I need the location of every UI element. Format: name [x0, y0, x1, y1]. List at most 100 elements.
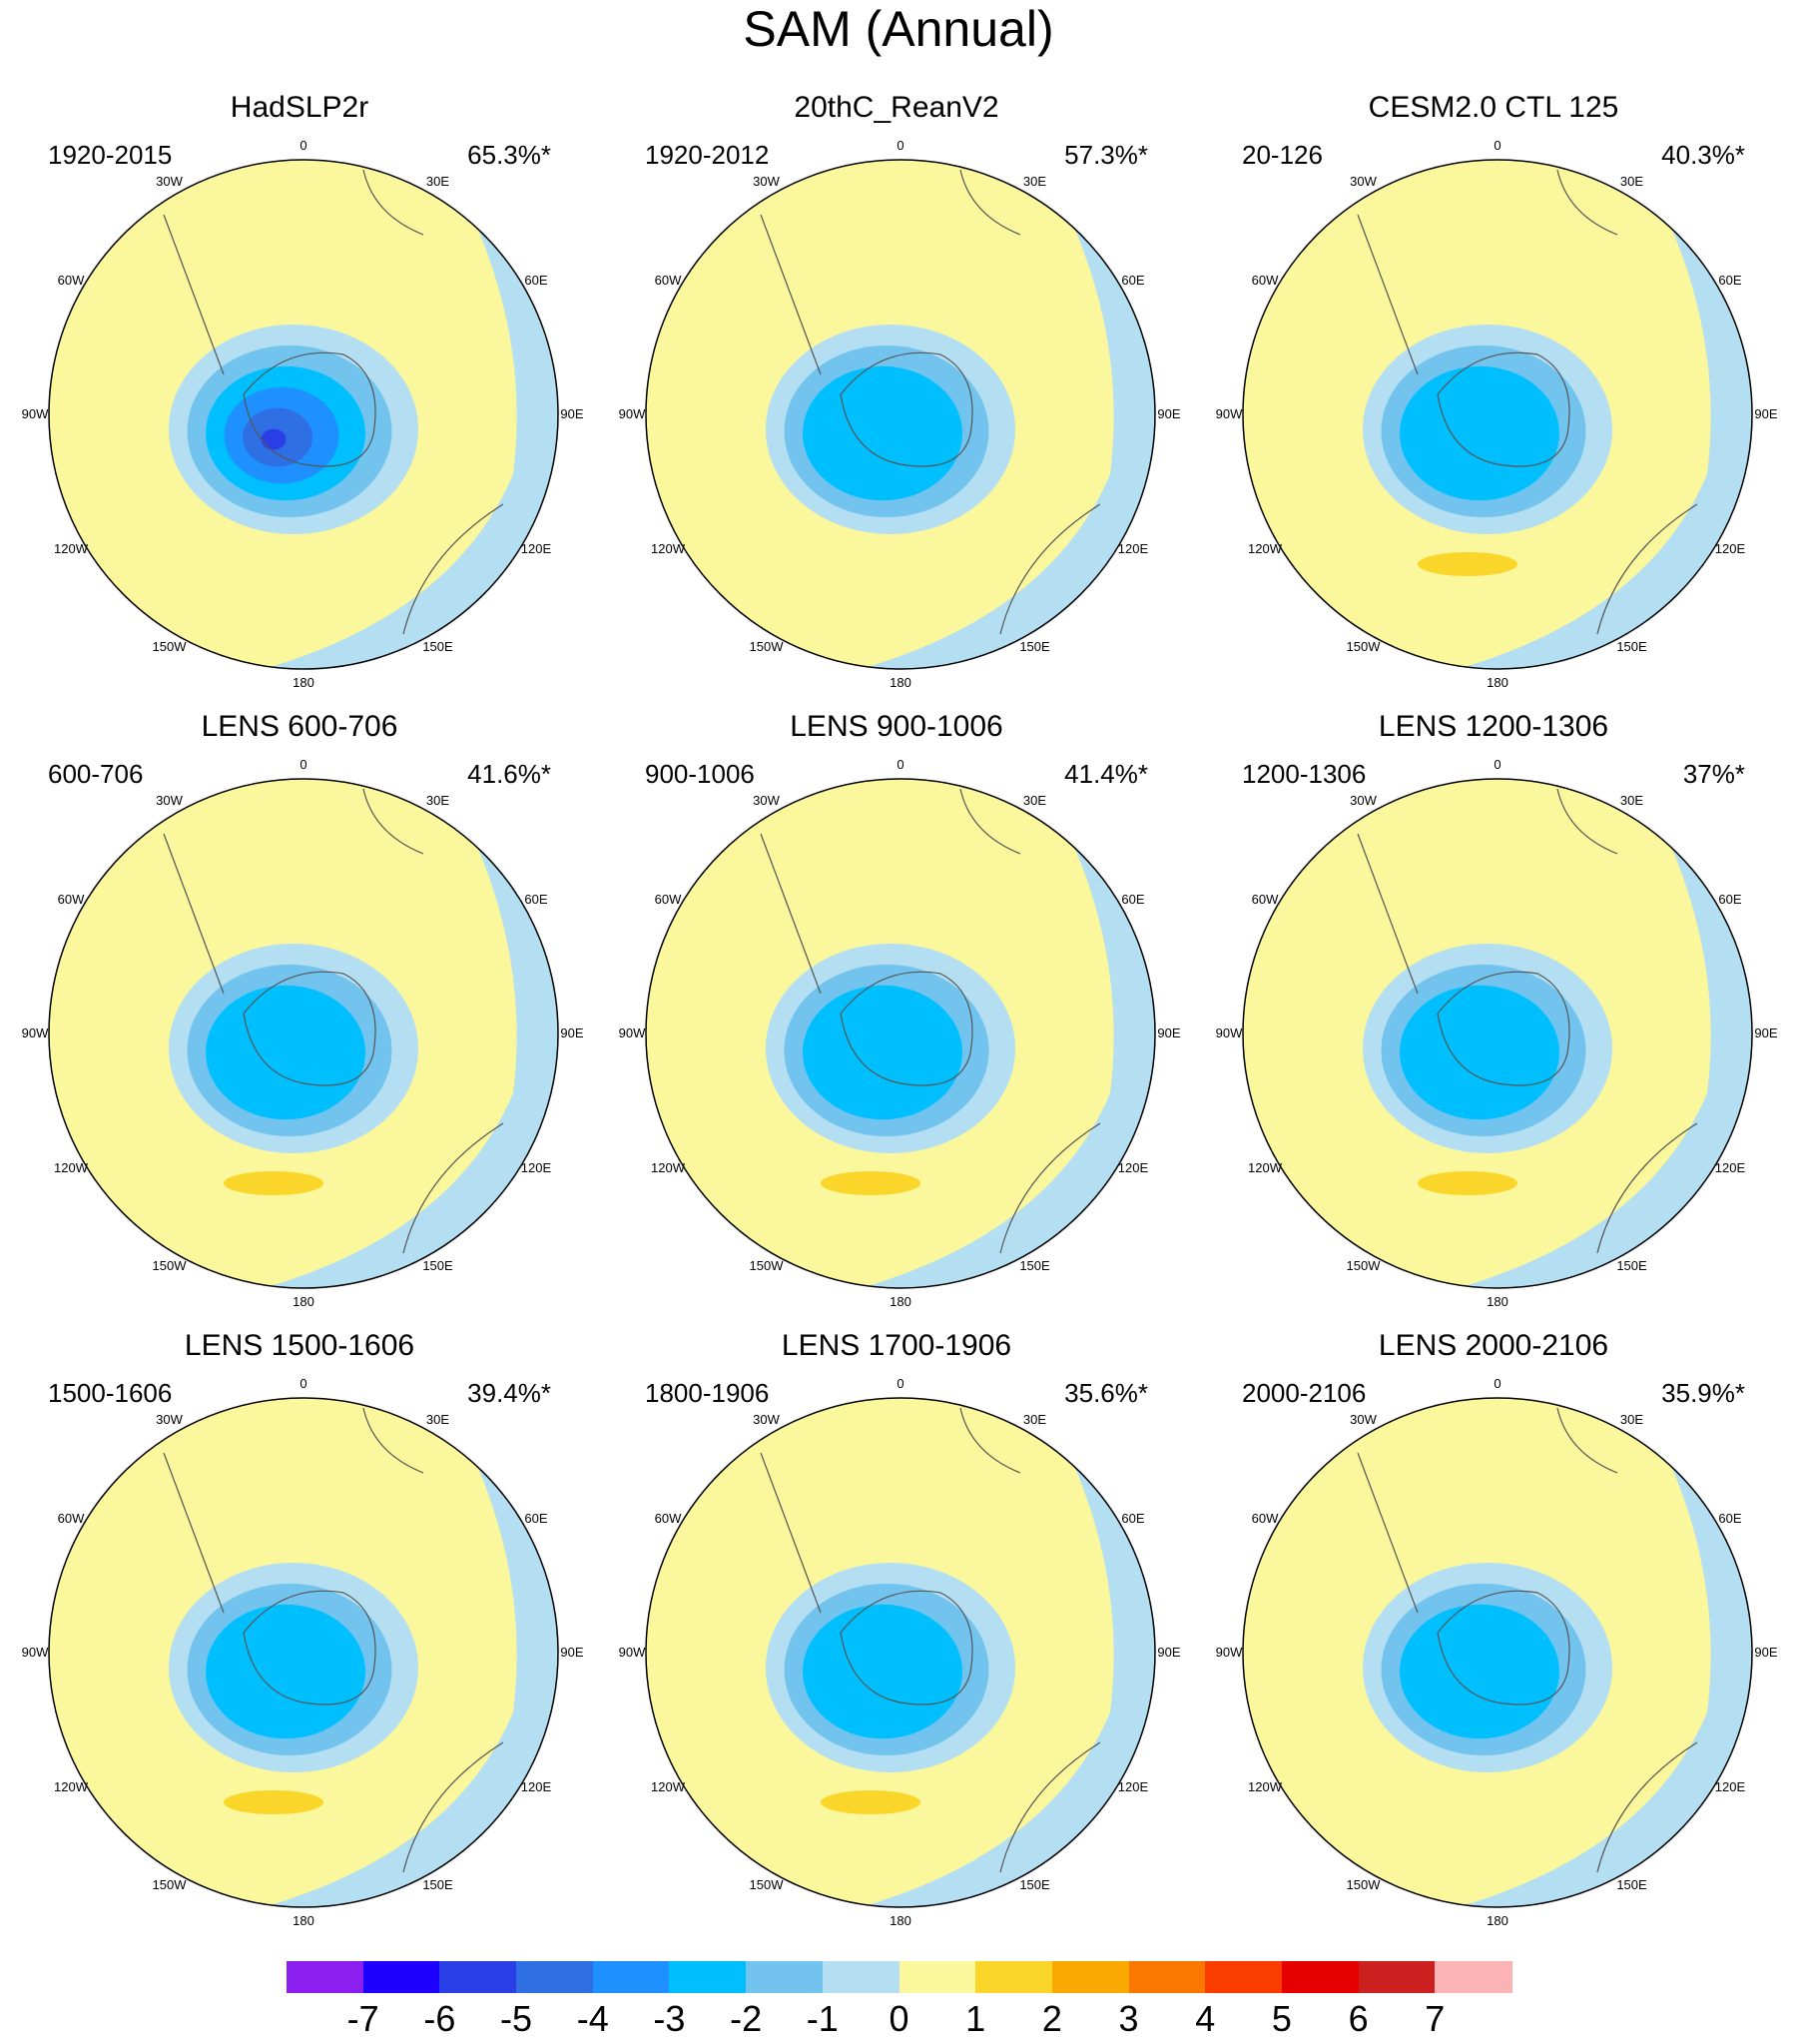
- colorbar-tick-label: -4: [576, 1998, 609, 2039]
- period-label: 1200-1306: [1242, 759, 1367, 789]
- colorbar-swatch: [1358, 1961, 1436, 1993]
- longitude-label: 120W: [1248, 1159, 1283, 1175]
- africa-outline: [1556, 788, 1618, 855]
- variance-label: 35.9%*: [1661, 1378, 1745, 1408]
- longitude-label: 90W: [1215, 406, 1243, 421]
- panel-title: LENS 1700-1906: [781, 1329, 1012, 1362]
- longitude-label: 90W: [1215, 1025, 1243, 1040]
- variance-label: 37%*: [1682, 759, 1745, 789]
- longitude-label: 30E: [1022, 174, 1047, 190]
- longitude-label: 180: [890, 1294, 911, 1309]
- panel-title: LENS 600-706: [201, 710, 398, 743]
- colorbar-tick-label: 1: [965, 1998, 986, 2039]
- polar-map: [1242, 159, 1753, 670]
- south-america-outline: [163, 833, 225, 995]
- longitude-label: 0: [300, 138, 307, 153]
- colorbar-swatch: [1435, 1961, 1512, 1993]
- polar-map: [48, 1397, 559, 1908]
- map-panel: HadSLP2r 1920-2015 65.3%* 0 30E 60E 90E 120E 150…: [0, 90, 599, 709]
- longitude-label: 150E: [1616, 1257, 1647, 1273]
- map-panel: LENS 2000-2106 2000-2106 35.9%* 0 30E 60E 90E 1…: [1194, 1328, 1793, 1947]
- longitude-label: 0: [897, 1376, 904, 1391]
- polar-map: [645, 1397, 1156, 1908]
- longitude-label: 90W: [618, 1645, 646, 1660]
- longitude-label: 30E: [425, 174, 450, 190]
- negative-contour: [1400, 985, 1559, 1120]
- positive-contour: [1418, 1171, 1517, 1195]
- variance-label: 57.3%*: [1064, 140, 1148, 170]
- longitude-label: 120E: [1117, 540, 1149, 556]
- map-border: [645, 159, 1156, 670]
- variance-label: 65.3%*: [467, 140, 551, 170]
- period-label: 1920-2015: [48, 140, 173, 170]
- longitude-label: 90E: [1157, 1025, 1181, 1040]
- longitude-label: 30E: [1022, 1412, 1047, 1428]
- longitude-label: 90E: [560, 406, 584, 421]
- longitude-label: 150E: [1019, 638, 1050, 654]
- south-america-outline: [760, 1452, 822, 1614]
- colorbar-swatch: [746, 1961, 824, 1993]
- longitude-label: 90W: [21, 1645, 49, 1660]
- longitude-label: 150E: [1616, 638, 1647, 654]
- longitude-label: 120E: [1714, 1159, 1746, 1175]
- panel-title: 20thC_ReanV2: [794, 91, 999, 124]
- longitude-label: 30E: [1619, 793, 1644, 809]
- africa-outline: [959, 1407, 1021, 1474]
- longitude-label: 120E: [1714, 540, 1746, 556]
- longitude-label: 60W: [57, 891, 85, 907]
- period-label: 600-706: [48, 759, 144, 789]
- longitude-label: 150E: [1019, 1257, 1050, 1273]
- longitude-label: 60E: [524, 272, 548, 288]
- longitude-label: 120W: [651, 1778, 686, 1794]
- south-america-outline: [1357, 833, 1419, 995]
- antarctica-outline: [243, 351, 376, 467]
- longitude-label: 60E: [524, 1510, 548, 1526]
- negative-contour: [803, 1604, 962, 1739]
- longitude-label: 30E: [425, 793, 450, 809]
- colorbar-tick-label: -7: [346, 1998, 379, 2039]
- longitude-label: 120E: [520, 1159, 552, 1175]
- australia-outline: [999, 503, 1101, 635]
- map-border: [48, 778, 559, 1289]
- antarctica-outline: [1437, 971, 1570, 1086]
- negative-contour: [803, 985, 962, 1120]
- negative-contour-outer: [861, 779, 1155, 1288]
- polar-map: [48, 159, 559, 670]
- panel-title: LENS 900-1006: [790, 710, 1003, 743]
- map-panel: LENS 1500-1606 1500-1606 39.4%* 0 30E 60E 90E 1…: [0, 1328, 599, 1947]
- colorbar-tick-label: -3: [653, 1998, 686, 2039]
- colorbar-tick-label: -2: [730, 1998, 763, 2039]
- longitude-label: 60W: [654, 272, 682, 288]
- variance-label: 39.4%*: [467, 1378, 551, 1408]
- longitude-label: 60W: [1251, 1510, 1279, 1526]
- longitude-label: 0: [897, 757, 904, 772]
- period-label: 900-1006: [645, 759, 755, 789]
- africa-outline: [362, 1407, 424, 1474]
- longitude-label: 30W: [1350, 1412, 1377, 1428]
- longitude-label: 150E: [422, 638, 453, 654]
- colorbar-swatch: [822, 1961, 899, 1993]
- longitude-label: 90E: [1754, 1025, 1778, 1040]
- longitude-label: 120E: [520, 540, 552, 556]
- longitude-label: 90W: [1215, 1645, 1243, 1660]
- negative-contour-outer: [1458, 1398, 1752, 1907]
- longitude-label: 30W: [156, 174, 183, 190]
- africa-outline: [362, 169, 424, 236]
- longitude-label: 180: [1487, 675, 1508, 690]
- longitude-label: 180: [890, 1913, 911, 1928]
- colorbar-tick-label: 0: [889, 1998, 909, 2039]
- longitude-label: 150W: [152, 638, 187, 654]
- colorbar-tick-label: -1: [806, 1998, 839, 2039]
- antarctica-outline: [1437, 1590, 1570, 1705]
- colorbar-swatch: [1128, 1961, 1206, 1993]
- variance-label: 35.6%*: [1064, 1378, 1148, 1408]
- map-border: [1242, 159, 1753, 670]
- longitude-label: 90E: [1754, 406, 1778, 421]
- positive-contour: [224, 1171, 323, 1195]
- longitude-label: 120W: [54, 1778, 89, 1794]
- period-label: 20-126: [1242, 140, 1323, 170]
- colorbar-swatch: [898, 1961, 976, 1993]
- antarctica-outline: [840, 351, 973, 467]
- australia-outline: [402, 1122, 504, 1254]
- south-america-outline: [760, 214, 822, 375]
